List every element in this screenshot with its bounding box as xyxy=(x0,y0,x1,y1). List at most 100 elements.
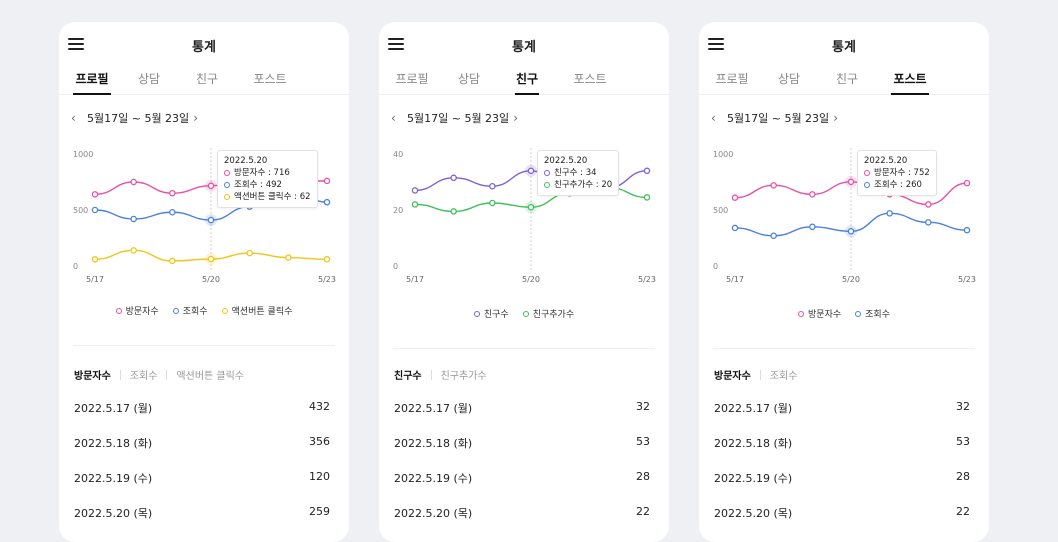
menu-icon[interactable] xyxy=(68,38,84,50)
date-range-label: 5월17일 ~ 5월 23일 xyxy=(407,112,510,125)
data-point[interactable] xyxy=(847,228,855,235)
tab-0[interactable]: 프로필 xyxy=(73,70,111,95)
metric-tab[interactable]: 조회수 xyxy=(769,371,798,382)
data-point[interactable] xyxy=(450,208,457,215)
data-point[interactable] xyxy=(809,223,816,231)
metric-tab-divider xyxy=(759,369,761,380)
data-point[interactable] xyxy=(207,216,215,224)
legend-label: 조회수 xyxy=(182,307,208,317)
tab-1[interactable]: 상담 xyxy=(137,72,161,86)
data-point[interactable] xyxy=(411,201,419,208)
y-tick-label: 0 xyxy=(713,262,718,271)
data-point[interactable] xyxy=(847,178,855,186)
legend-item[interactable]: 방문자수 xyxy=(115,304,159,317)
row-value: 22 xyxy=(956,505,970,518)
data-point[interactable] xyxy=(91,256,99,263)
data-point[interactable] xyxy=(527,203,535,211)
legend-item[interactable]: 친구추가수 xyxy=(522,307,574,320)
legend-dot-icon xyxy=(172,307,179,314)
metric-tabs: 방문자수 조회수 액션버튼 클릭수 xyxy=(74,367,244,382)
menu-icon-bar xyxy=(708,38,724,40)
data-point[interactable] xyxy=(207,255,215,263)
data-point[interactable] xyxy=(963,179,971,187)
data-point[interactable] xyxy=(925,219,932,226)
data-point[interactable] xyxy=(169,208,176,216)
data-point[interactable] xyxy=(770,182,777,189)
chevron-right-icon[interactable]: › xyxy=(513,111,518,125)
data-point[interactable] xyxy=(770,232,777,240)
metric-tab[interactable]: 액션버튼 클릭수 xyxy=(176,371,245,382)
data-point[interactable] xyxy=(246,249,253,257)
data-point[interactable] xyxy=(91,206,99,214)
tooltip-value: 액션버튼 클릭수 : 62 xyxy=(234,192,311,202)
tab-2[interactable]: 친구 xyxy=(515,70,539,95)
data-point[interactable] xyxy=(643,194,651,201)
y-tick-label: 0 xyxy=(73,262,78,271)
tab-0[interactable]: 프로필 xyxy=(395,72,429,86)
menu-icon-bar xyxy=(68,43,84,45)
chart-tooltip: 2022.5.20 방문자수 : 752 조회수 : 260 xyxy=(857,150,937,196)
legend-dot-icon xyxy=(855,310,862,317)
data-point[interactable] xyxy=(963,226,971,234)
data-point[interactable] xyxy=(207,182,215,190)
data-point[interactable] xyxy=(925,201,932,208)
metric-tab[interactable]: 방문자수 xyxy=(714,371,751,382)
menu-icon-bar xyxy=(708,48,724,50)
legend-item[interactable]: 조회수 xyxy=(172,304,208,317)
data-point[interactable] xyxy=(323,256,331,263)
metric-tab[interactable]: 친구추가수 xyxy=(440,371,487,382)
page-title: 통계 xyxy=(512,40,536,55)
data-point[interactable] xyxy=(323,198,331,206)
legend-item[interactable]: 친구수 xyxy=(473,307,509,320)
tab-2[interactable]: 친구 xyxy=(195,72,219,86)
legend-label: 액션버튼 클릭수 xyxy=(231,307,293,317)
metric-tab-divider xyxy=(166,369,168,380)
tab-3[interactable]: 포스트 xyxy=(573,72,607,86)
data-point[interactable] xyxy=(489,182,496,190)
data-point[interactable] xyxy=(91,191,99,198)
data-point[interactable] xyxy=(285,254,292,261)
legend-item[interactable]: 방문자수 xyxy=(798,307,841,320)
menu-icon[interactable] xyxy=(708,38,724,50)
series-dot-icon xyxy=(864,170,870,176)
data-point[interactable] xyxy=(130,247,137,254)
section-divider xyxy=(713,348,975,349)
data-point[interactable] xyxy=(643,167,651,175)
tab-1[interactable]: 상담 xyxy=(457,72,481,86)
data-point[interactable] xyxy=(527,167,535,175)
data-point[interactable] xyxy=(886,210,893,217)
legend-item[interactable]: 조회수 xyxy=(855,307,890,320)
chevron-left-icon[interactable]: ‹ xyxy=(71,111,76,125)
row-value: 32 xyxy=(956,400,970,413)
chevron-left-icon[interactable]: ‹ xyxy=(391,111,396,125)
data-point[interactable] xyxy=(130,178,137,186)
chevron-left-icon[interactable]: ‹ xyxy=(711,111,716,125)
metric-tab[interactable]: 방문자수 xyxy=(74,371,111,382)
tab-bar: 프로필 상담 친구 포스트 xyxy=(59,66,349,95)
data-point[interactable] xyxy=(489,199,496,207)
data-point[interactable] xyxy=(169,257,176,265)
legend-label: 방문자수 xyxy=(125,307,159,317)
data-point[interactable] xyxy=(169,189,176,197)
data-point[interactable] xyxy=(731,194,739,201)
tab-2[interactable]: 친구 xyxy=(835,72,859,86)
tab-3[interactable]: 포스트 xyxy=(891,70,929,95)
row-date: 2022.5.19 (수) xyxy=(394,472,473,485)
chart-tooltip: 2022.5.20 친구수 : 34 친구추가수 : 20 xyxy=(537,150,620,196)
metric-tab[interactable]: 조회수 xyxy=(129,371,158,382)
metric-tab[interactable]: 친구수 xyxy=(394,371,422,382)
data-point[interactable] xyxy=(130,215,137,223)
legend-item[interactable]: 액션버튼 클릭수 xyxy=(221,304,293,317)
chevron-right-icon[interactable]: › xyxy=(193,111,198,125)
series-dot-icon xyxy=(864,182,870,188)
menu-icon[interactable] xyxy=(388,38,404,50)
data-point[interactable] xyxy=(731,224,739,232)
chevron-right-icon[interactable]: › xyxy=(833,111,838,125)
tab-3[interactable]: 포스트 xyxy=(253,72,287,86)
data-point[interactable] xyxy=(809,191,816,198)
tab-1[interactable]: 상담 xyxy=(777,72,801,86)
data-point[interactable] xyxy=(450,174,457,182)
data-point[interactable] xyxy=(323,177,331,185)
tab-0[interactable]: 프로필 xyxy=(715,72,749,86)
data-point[interactable] xyxy=(411,187,419,194)
